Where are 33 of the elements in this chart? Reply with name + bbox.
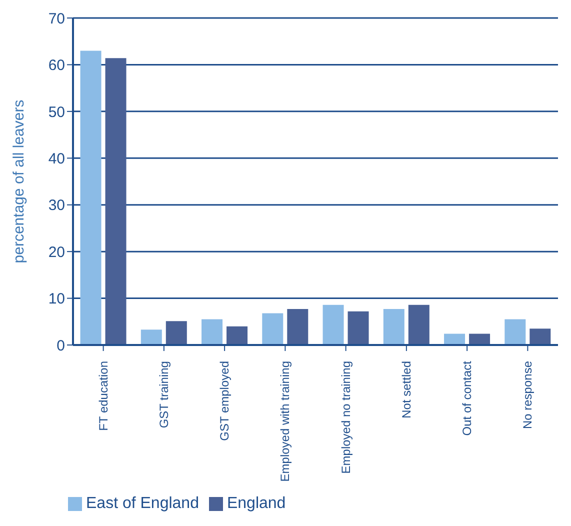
y-tick-label: 30: [48, 197, 65, 214]
y-tick-label: 40: [48, 150, 65, 168]
y-axis-title: percentage of all leavers: [10, 100, 28, 264]
bar: [262, 313, 284, 345]
x-tick-label: Not settled: [399, 361, 414, 418]
y-tick-label: 50: [48, 104, 65, 121]
bar: [105, 58, 126, 345]
bar: [166, 321, 187, 345]
bar: [80, 50, 102, 345]
y-tick-label: 10: [48, 290, 65, 308]
bar: [504, 319, 526, 345]
x-tick-label: GST training: [156, 361, 171, 428]
bar: [408, 304, 430, 345]
legend-label: England: [226, 495, 286, 512]
bar: [348, 311, 369, 345]
bar: [202, 319, 223, 345]
x-tick-label: FT education: [96, 361, 110, 431]
bar: [530, 328, 551, 345]
bar: [322, 304, 344, 345]
y-tick-label: 20: [48, 244, 65, 261]
bar: [140, 330, 162, 345]
x-tick-label: Employed no training: [338, 361, 353, 474]
y-tick-label: 0: [56, 337, 65, 354]
bar: [287, 309, 308, 345]
y-tick-label: 60: [48, 57, 65, 74]
bar: [383, 309, 404, 345]
x-tick-label: No response: [520, 360, 535, 430]
legend-label: East of England: [86, 495, 199, 512]
x-tick-label: Employed with training: [278, 361, 292, 482]
x-tick-label: Out of contact: [460, 360, 474, 436]
x-tick-label: GST employed: [218, 361, 232, 441]
bar: [226, 326, 248, 345]
y-tick-label: 70: [48, 10, 65, 28]
